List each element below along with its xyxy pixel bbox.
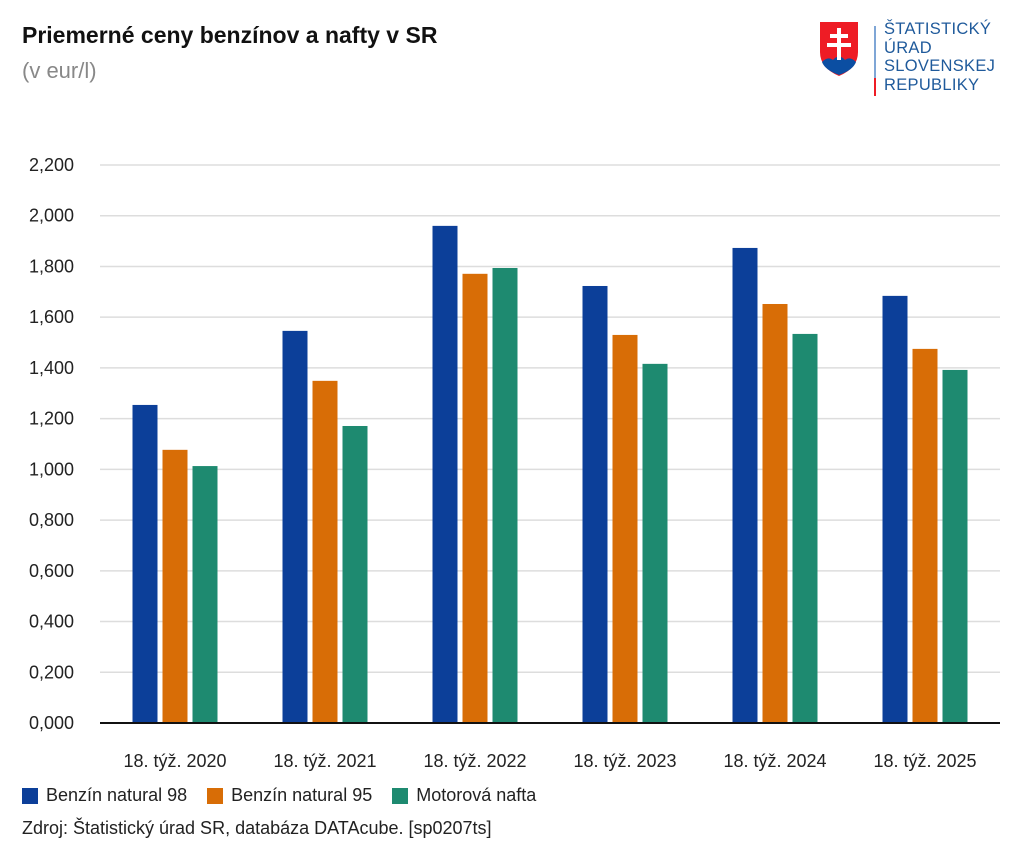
bar bbox=[342, 425, 368, 723]
logo-line: ŠTATISTICKÝ bbox=[884, 20, 992, 38]
source-note: Zdroj: Štatistický úrad SR, databáza DAT… bbox=[22, 818, 492, 838]
y-tick-label: 0,200 bbox=[29, 662, 74, 682]
y-tick-label: 0,800 bbox=[29, 510, 74, 530]
legend-label: Benzín natural 95 bbox=[231, 785, 373, 805]
y-tick-label: 1,600 bbox=[29, 307, 74, 327]
bar bbox=[912, 348, 938, 723]
y-tick-label: 1,800 bbox=[29, 256, 74, 276]
bar bbox=[432, 225, 458, 723]
bar bbox=[642, 363, 668, 723]
legend-item: Benzín natural 98 bbox=[22, 785, 187, 806]
y-tick-label: 0,600 bbox=[29, 561, 74, 581]
legend: Benzín natural 98 Benzín natural 95 Moto… bbox=[22, 785, 556, 806]
y-tick-label: 2,000 bbox=[29, 206, 74, 226]
y-tick-label: 0,400 bbox=[29, 612, 74, 632]
chart-title: Priemerné ceny benzínov a nafty v SR bbox=[22, 22, 438, 48]
y-tick-label: 1,000 bbox=[29, 459, 74, 479]
y-tick-label: 1,400 bbox=[29, 358, 74, 378]
bar bbox=[282, 330, 308, 723]
legend-swatch bbox=[207, 787, 224, 804]
legend-item: Motorová nafta bbox=[392, 785, 536, 806]
x-tick-label: 18. týž. 2020 bbox=[123, 751, 226, 771]
bar bbox=[882, 295, 908, 723]
logo-text: ŠTATISTICKÝ ÚRAD SLOVENSKEJ REPUBLIKY bbox=[884, 20, 995, 94]
legend-label: Motorová nafta bbox=[416, 785, 537, 805]
y-tick-label: 2,200 bbox=[29, 155, 74, 175]
bar bbox=[732, 247, 758, 723]
logo-line: REPUBLIKY bbox=[884, 75, 980, 94]
bar bbox=[582, 285, 608, 723]
bar bbox=[312, 380, 338, 723]
coat-of-arms-logo bbox=[820, 22, 876, 96]
x-tick-label: 18. týž. 2022 bbox=[423, 751, 526, 771]
legend-label: Benzín natural 98 bbox=[46, 785, 188, 805]
bar bbox=[942, 369, 968, 723]
x-tick-label: 18. týž. 2023 bbox=[573, 751, 676, 771]
bar bbox=[492, 267, 518, 723]
legend-swatch bbox=[22, 787, 38, 804]
logo-line: SLOVENSKEJ bbox=[884, 57, 996, 75]
bar bbox=[162, 449, 188, 723]
y-tick-label: 0,000 bbox=[29, 713, 74, 733]
x-tick-label: 18. týž. 2021 bbox=[273, 751, 376, 771]
bar bbox=[462, 273, 488, 723]
x-tick-label: 18. týž. 2024 bbox=[723, 751, 826, 771]
bar bbox=[792, 333, 818, 723]
bar bbox=[762, 303, 788, 723]
legend-item: Benzín natural 95 bbox=[207, 785, 372, 806]
bar bbox=[192, 466, 218, 723]
bar bbox=[612, 334, 638, 723]
bar bbox=[132, 404, 158, 723]
logo-line: ÚRAD bbox=[884, 38, 932, 57]
chart-subtitle: (v eur/l) bbox=[22, 58, 97, 83]
y-tick-label: 1,200 bbox=[29, 409, 74, 429]
legend-swatch bbox=[392, 787, 409, 804]
x-tick-label: 18. týž. 2025 bbox=[873, 751, 976, 771]
